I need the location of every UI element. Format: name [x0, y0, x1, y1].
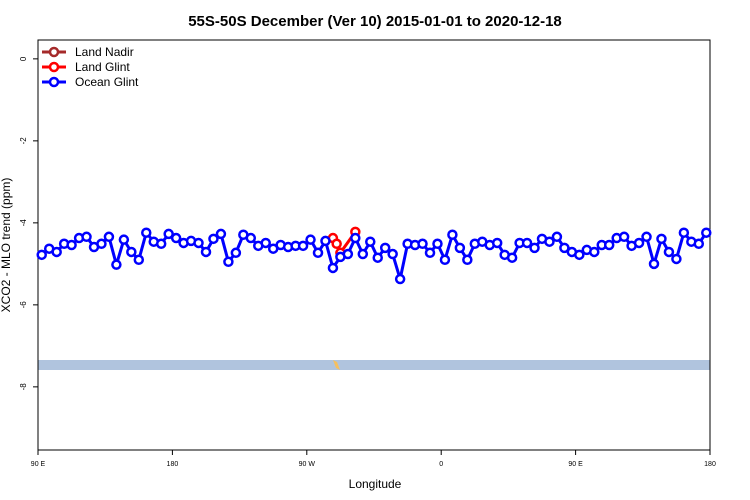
data-point: [36, 249, 47, 261]
x-tick-label: 90 W: [299, 461, 316, 468]
legend-marker: [48, 61, 60, 73]
data-point: [648, 258, 660, 270]
data-point: [111, 259, 122, 270]
data-point: [66, 239, 77, 251]
data-point: [118, 234, 130, 245]
data-point: [574, 249, 585, 261]
data-point: [521, 237, 533, 249]
data-point: [603, 239, 615, 251]
surface-band: [38, 360, 710, 370]
data-point: [193, 237, 204, 249]
y-tick-label: 0: [19, 56, 28, 61]
data-point: [678, 227, 690, 238]
data-point: [551, 231, 563, 243]
legend-label: Land Nadir: [75, 45, 134, 59]
x-tick-label: 90 E: [568, 461, 583, 468]
data-point: [633, 237, 645, 249]
data-point: [671, 253, 682, 265]
data-point: [126, 246, 137, 258]
data-point: [432, 238, 443, 250]
data-point: [51, 246, 62, 258]
data-point: [506, 252, 518, 263]
data-point: [357, 248, 369, 260]
data-point: [618, 231, 630, 243]
data-point: [372, 252, 383, 263]
data-point: [133, 254, 145, 266]
x-tick-label: 180: [704, 461, 716, 468]
data-point: [342, 248, 354, 260]
legend-marker: [48, 46, 60, 58]
legend-marker: [48, 76, 60, 88]
data-point: [544, 236, 555, 247]
data-point: [215, 228, 227, 240]
chart-title: 55S-50S December (Ver 10) 2015-01-01 to …: [188, 13, 562, 30]
data-point: [155, 238, 167, 250]
data-point: [693, 238, 705, 250]
data-point: [96, 238, 107, 250]
data-point: [447, 229, 458, 240]
data-point: [656, 233, 667, 245]
data-point: [320, 235, 331, 247]
data-point: [701, 227, 712, 238]
data-point: [417, 238, 428, 250]
data-point: [491, 237, 503, 249]
data-point: [350, 232, 361, 244]
data-point: [424, 247, 436, 259]
legend-label: Ocean Glint: [75, 75, 139, 89]
data-point: [81, 231, 92, 243]
data-point: [454, 242, 466, 254]
plot-frame: [37, 39, 711, 451]
data-point: [141, 227, 152, 238]
data-point: [305, 234, 316, 245]
y-tick-label: -2: [19, 137, 28, 145]
data-point: [394, 273, 406, 285]
data-point: [327, 262, 339, 274]
data-point: [331, 238, 342, 250]
data-point: [103, 231, 115, 243]
x-axis-label: Longitude: [349, 477, 402, 491]
data-point: [208, 233, 219, 245]
x-tick-label: 0: [439, 461, 443, 468]
data-point: [170, 232, 182, 244]
data-point: [260, 237, 271, 249]
data-point: [462, 254, 473, 266]
data-point: [387, 248, 398, 260]
data-point: [439, 254, 451, 266]
data-point: [379, 242, 391, 254]
y-axis-label: XCO2 - MLO trend (ppm): [0, 178, 13, 313]
x-tick-label: 180: [167, 461, 179, 468]
data-point: [641, 231, 652, 243]
x-tick-label: 90 E: [31, 461, 46, 468]
y-tick-label: -4: [19, 219, 28, 227]
y-tick-label: -6: [19, 301, 28, 309]
data-point: [365, 236, 376, 247]
data-point: [529, 242, 540, 254]
data-point: [663, 246, 675, 258]
data-point: [200, 246, 212, 258]
data-point: [230, 247, 242, 259]
y-tick-label: -8: [19, 383, 28, 391]
land-patch: [333, 360, 340, 370]
data-point: [223, 256, 234, 268]
data-point: [559, 242, 570, 254]
data-point: [297, 240, 309, 252]
data-point: [245, 232, 257, 244]
data-point: [312, 247, 324, 259]
data-point: [589, 246, 600, 258]
data-point: [163, 228, 174, 240]
legend-label: Land Glint: [75, 60, 130, 74]
